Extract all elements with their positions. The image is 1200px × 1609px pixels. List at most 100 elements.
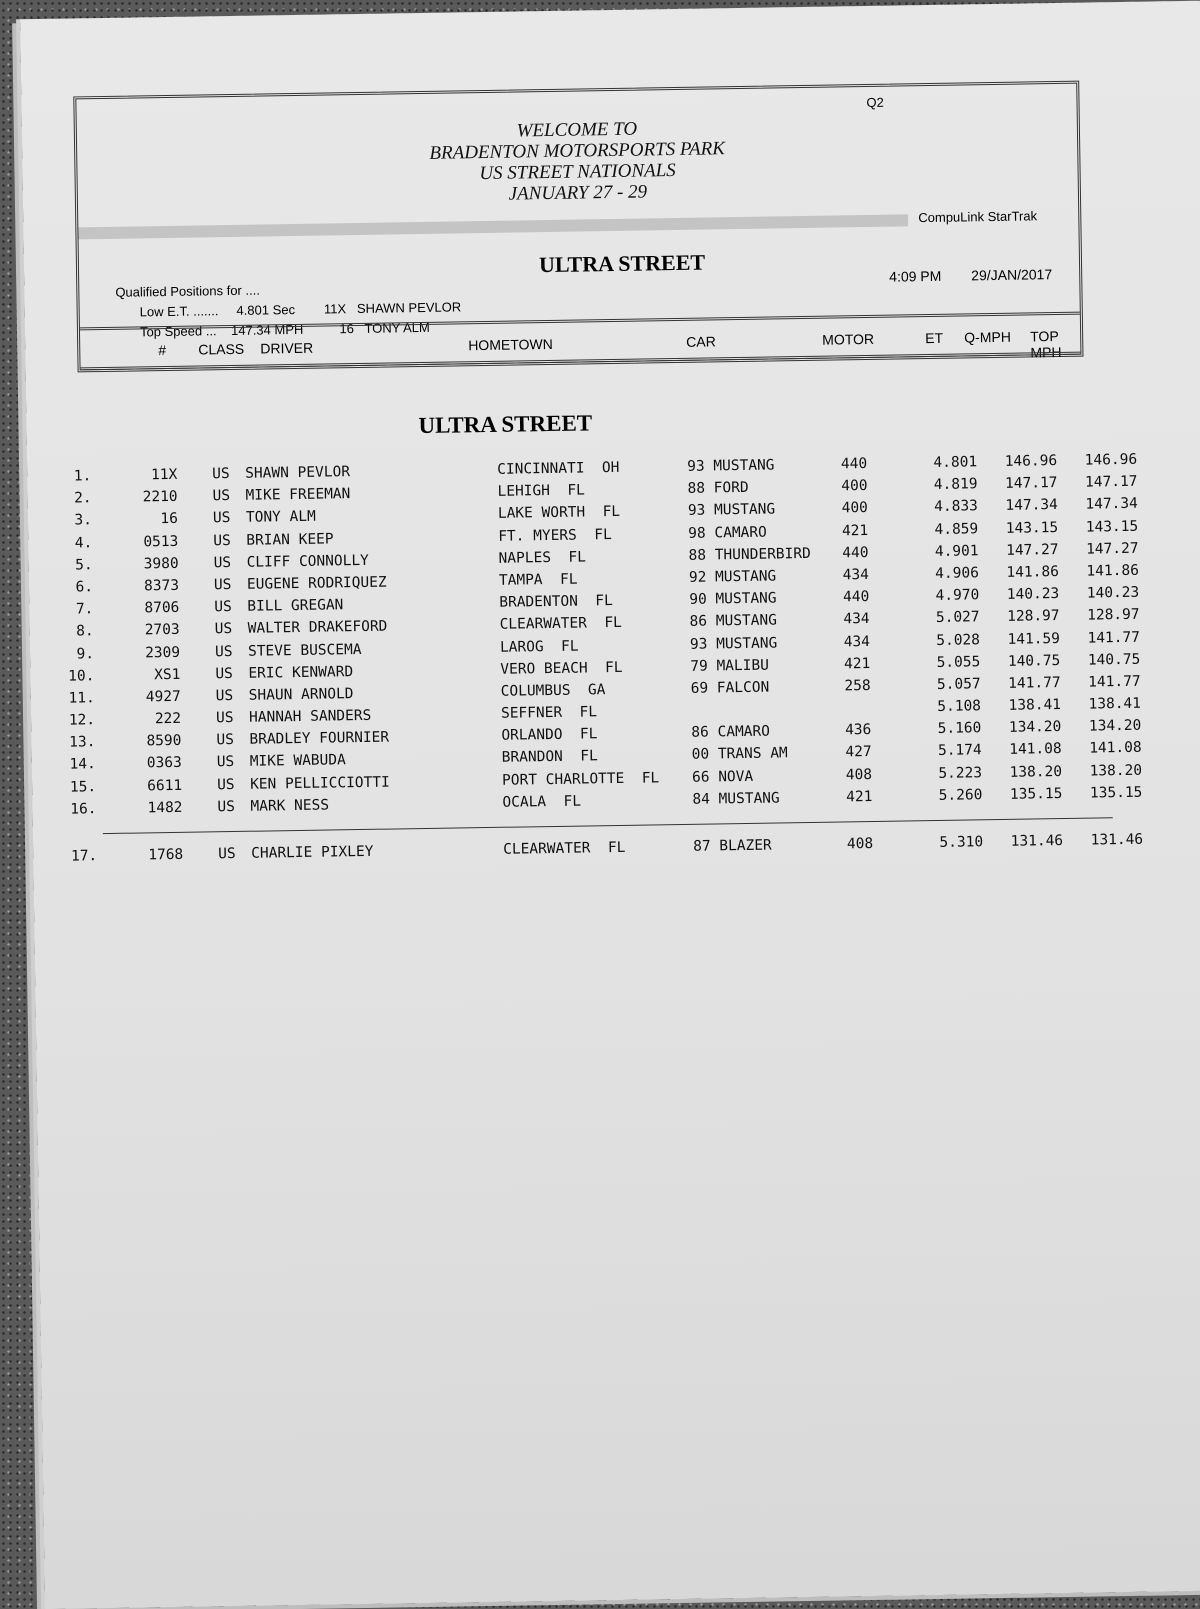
motor-cell: 434 xyxy=(843,611,870,628)
car-cell: 88 THUNDERBIRD xyxy=(688,545,811,564)
position-cell: 2. xyxy=(74,490,92,507)
class-cell: US xyxy=(216,776,235,793)
q-mph-cell: 141.86 xyxy=(1006,563,1060,581)
position-cell: 16. xyxy=(70,800,97,818)
motor-cell: 408 xyxy=(845,766,873,784)
class-cell: US xyxy=(216,732,235,749)
et-cell: 5.260 xyxy=(938,787,983,804)
motor-cell: 400 xyxy=(841,478,868,495)
top-mph-cell: 147.17 xyxy=(1084,473,1138,491)
q-mph-cell: 147.17 xyxy=(1004,475,1058,493)
motor-cell: 434 xyxy=(843,633,871,650)
col-number: # xyxy=(158,342,167,359)
hometown-cell: PORT CHARLOTTE FL xyxy=(501,769,660,789)
motor-cell: 421 xyxy=(846,788,873,806)
car-cell: 90 MUSTANG xyxy=(689,590,777,608)
driver-cell: STEVE BUSCEMA xyxy=(247,641,362,660)
car-cell: 69 FALCON xyxy=(690,679,770,697)
car-number-cell: 8706 xyxy=(144,599,180,617)
position-cell: 9. xyxy=(76,645,95,662)
class-cell: US xyxy=(213,532,231,549)
car-cell: 86 MUSTANG xyxy=(689,612,778,631)
car-number-cell: 1768 xyxy=(148,846,184,864)
low-et-driver: SHAWN PEVLOR xyxy=(356,299,462,317)
col-car: CAR xyxy=(686,333,716,350)
class-cell: US xyxy=(214,643,233,660)
top-mph-cell: 141.77 xyxy=(1088,673,1141,691)
driver-cell: HANNAH SANDERS xyxy=(248,707,372,726)
car-cell: 86 CAMARO xyxy=(691,723,771,742)
car-cell: 93 MUSTANG xyxy=(689,634,778,653)
et-cell: 4.801 xyxy=(933,454,978,471)
et-cell: 5.027 xyxy=(935,609,980,627)
position-cell: 5. xyxy=(75,556,93,574)
position-cell: 8. xyxy=(76,623,94,640)
hometown-cell: CINCINNATI OH xyxy=(497,459,620,478)
driver-cell: TONY ALM xyxy=(245,509,316,527)
car-number-cell: 2210 xyxy=(142,489,178,506)
car-cell: 87 BLAZER xyxy=(693,837,772,855)
car-cell: 79 MALIBU xyxy=(690,657,770,675)
hometown-cell: CLEARWATER FL xyxy=(503,839,626,858)
driver-cell: MIKE WABUDA xyxy=(249,752,346,771)
et-cell: 4.819 xyxy=(933,476,978,494)
class-cell: US xyxy=(214,621,233,638)
top-mph-cell: 141.86 xyxy=(1086,562,1139,580)
q-mph-cell: 134.20 xyxy=(1008,719,1062,737)
motor-cell: 440 xyxy=(842,589,870,606)
car-number-cell: 11X xyxy=(150,466,178,484)
q-mph-cell: 141.77 xyxy=(1008,674,1061,692)
top-mph-cell: 143.15 xyxy=(1085,518,1139,536)
position-cell: 11. xyxy=(68,690,95,707)
top-mph-cell: 147.34 xyxy=(1085,496,1138,513)
motor-cell: 400 xyxy=(841,500,868,517)
col-topmph: TOP MPH xyxy=(1030,327,1062,361)
driver-cell: CLIFF CONNOLLY xyxy=(246,552,369,571)
position-cell: 12. xyxy=(68,712,96,729)
hometown-cell: OCALA FL xyxy=(502,793,582,811)
et-cell: 4.906 xyxy=(935,565,980,582)
driver-cell: WALTER DRAKEFORD xyxy=(247,618,388,638)
hometown-cell: BRANDON FL xyxy=(501,748,598,767)
top-mph-cell: 135.15 xyxy=(1089,784,1143,802)
class-cell: US xyxy=(217,798,236,816)
et-cell: 5.310 xyxy=(939,834,984,851)
class-cell: US xyxy=(214,599,232,616)
q-mph-cell: 141.08 xyxy=(1009,741,1062,759)
top-mph-cell: 140.75 xyxy=(1087,651,1141,669)
hometown-cell: COLUMBUS GA xyxy=(500,682,606,700)
brand-label: CompuLink StarTrak xyxy=(918,208,1038,226)
car-cell: 93 MUSTANG xyxy=(687,457,775,475)
top-mph-cell: 146.96 xyxy=(1084,451,1138,469)
et-cell: 5.057 xyxy=(936,676,981,693)
et-cell: 5.160 xyxy=(937,720,982,738)
hometown-cell: LEHIGH FL xyxy=(497,482,585,501)
class-cell: US xyxy=(215,665,233,682)
results-sheet: Q2 WELCOME TO BRADENTON MOTORSPORTS PARK… xyxy=(20,0,1200,1609)
car-cell: 93 MUSTANG xyxy=(687,501,776,520)
q-mph-cell: 135.15 xyxy=(1009,785,1063,803)
print-date: 29/JAN/2017 xyxy=(971,266,1053,284)
hometown-cell: CLEARWATER FL xyxy=(499,615,622,634)
low-et-label: Low E.T. ....... xyxy=(139,303,219,320)
car-cell: 00 TRANS AM xyxy=(691,745,788,764)
top-mph-cell: 134.20 xyxy=(1088,717,1142,735)
q-mph-cell: 147.27 xyxy=(1006,541,1059,559)
q-mph-cell: 141.59 xyxy=(1007,630,1061,648)
car-number-cell: 4927 xyxy=(145,688,181,706)
position-cell: 1. xyxy=(73,468,92,485)
top-mph-cell: 128.97 xyxy=(1087,607,1140,624)
et-cell: 4.970 xyxy=(935,587,980,605)
car-cell: 98 CAMARO xyxy=(688,524,767,542)
car-number-cell: 8373 xyxy=(143,577,180,595)
car-cell: 66 NOVA xyxy=(691,768,754,786)
car-number-cell: 0363 xyxy=(146,755,182,772)
driver-cell: BRIAN KEEP xyxy=(246,530,334,549)
driver-cell: BILL GREGAN xyxy=(247,597,344,615)
results-table: 1. 11X US SHAWN PEVLOR CINCINNATI OH 93 MUSTA… xyxy=(47,452,1153,871)
hometown-cell: SEFFNER FL xyxy=(500,704,598,722)
position-cell: 4. xyxy=(74,534,93,552)
top-mph-cell: 138.41 xyxy=(1088,695,1142,713)
header-frame: Q2 WELCOME TO BRADENTON MOTORSPORTS PARK… xyxy=(73,80,1084,373)
position-cell: 13. xyxy=(69,734,96,751)
